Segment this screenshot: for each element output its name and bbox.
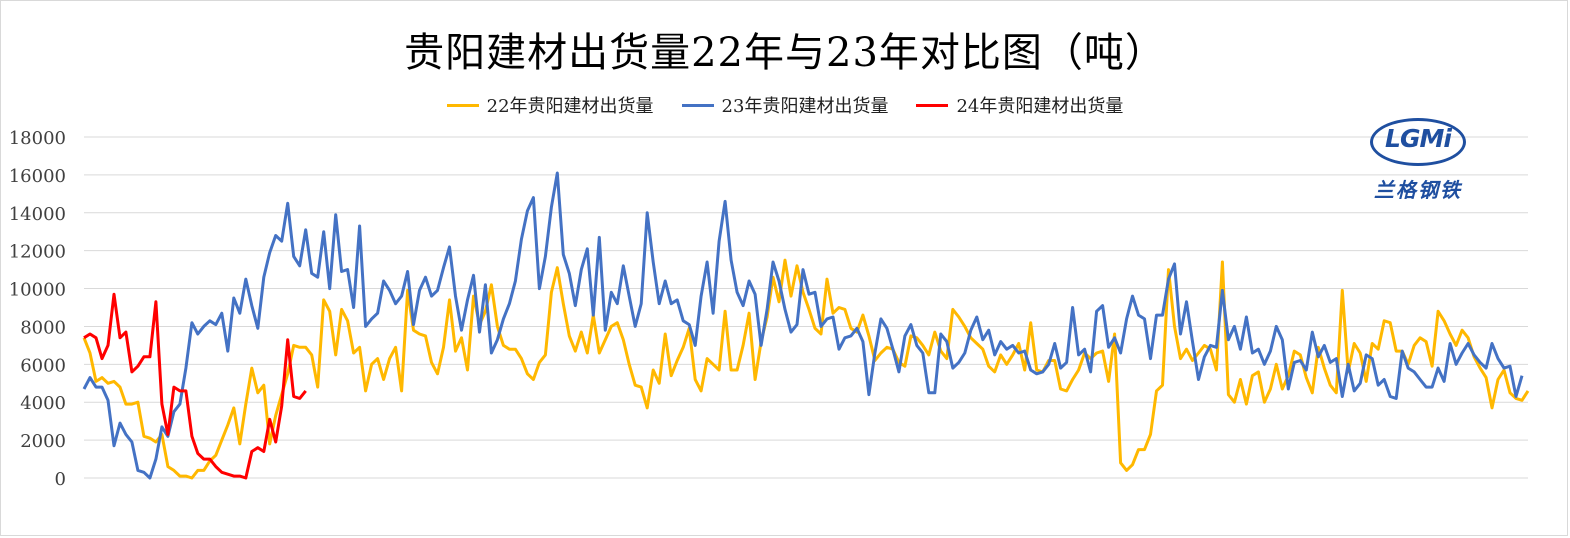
legend-swatch-22	[446, 103, 479, 107]
series-line-23[interactable]	[82, 171, 1524, 480]
y-tick-label: 12000	[9, 242, 66, 263]
series-lines	[82, 171, 1530, 480]
logo-ellipse	[1370, 118, 1466, 166]
legend-item-22[interactable]: 22年贵阳建材出货量	[446, 92, 654, 118]
y-tick-label: 6000	[20, 355, 66, 376]
y-tick-label: 16000	[9, 166, 66, 187]
chart-legend: 22年贵阳建材出货量 23年贵阳建材出货量 24年贵阳建材出货量	[0, 92, 1570, 118]
legend-swatch-23	[681, 103, 714, 107]
legend-item-24[interactable]: 24年贵阳建材出货量	[916, 92, 1123, 118]
legend-swatch-24	[916, 103, 949, 107]
y-tick-label: 10000	[9, 280, 66, 301]
series-line-22[interactable]	[82, 258, 1530, 480]
logo-mark: LGMi	[1385, 124, 1452, 153]
lgmi-logo: LGMi 兰格钢铁	[1366, 112, 1476, 208]
legend-item-23[interactable]: 23年贵阳建材出货量	[681, 92, 889, 118]
series-line-24[interactable]	[83, 292, 307, 480]
y-tick-label: 2000	[20, 431, 66, 452]
y-axis-ticks: 0 2000 4000 6000 8000 10000 12000 14000 16000 180…	[9, 128, 66, 490]
y-tick-label: 0	[55, 469, 66, 490]
grid-lines	[84, 136, 1528, 479]
chart-title: 贵阳建材出货量22年与23年对比图（吨）	[404, 30, 1166, 76]
logo-name: 兰格钢铁	[1374, 178, 1462, 202]
legend-label-22: 22年贵阳建材出货量	[486, 96, 654, 117]
y-tick-label: 14000	[9, 204, 66, 225]
legend-label-24: 24年贵阳建材出货量	[956, 96, 1124, 117]
y-tick-label: 8000	[20, 317, 66, 338]
y-tick-label: 18000	[9, 128, 66, 149]
legend-label-23: 23年贵阳建材出货量	[721, 96, 889, 117]
y-tick-label: 4000	[20, 393, 66, 414]
